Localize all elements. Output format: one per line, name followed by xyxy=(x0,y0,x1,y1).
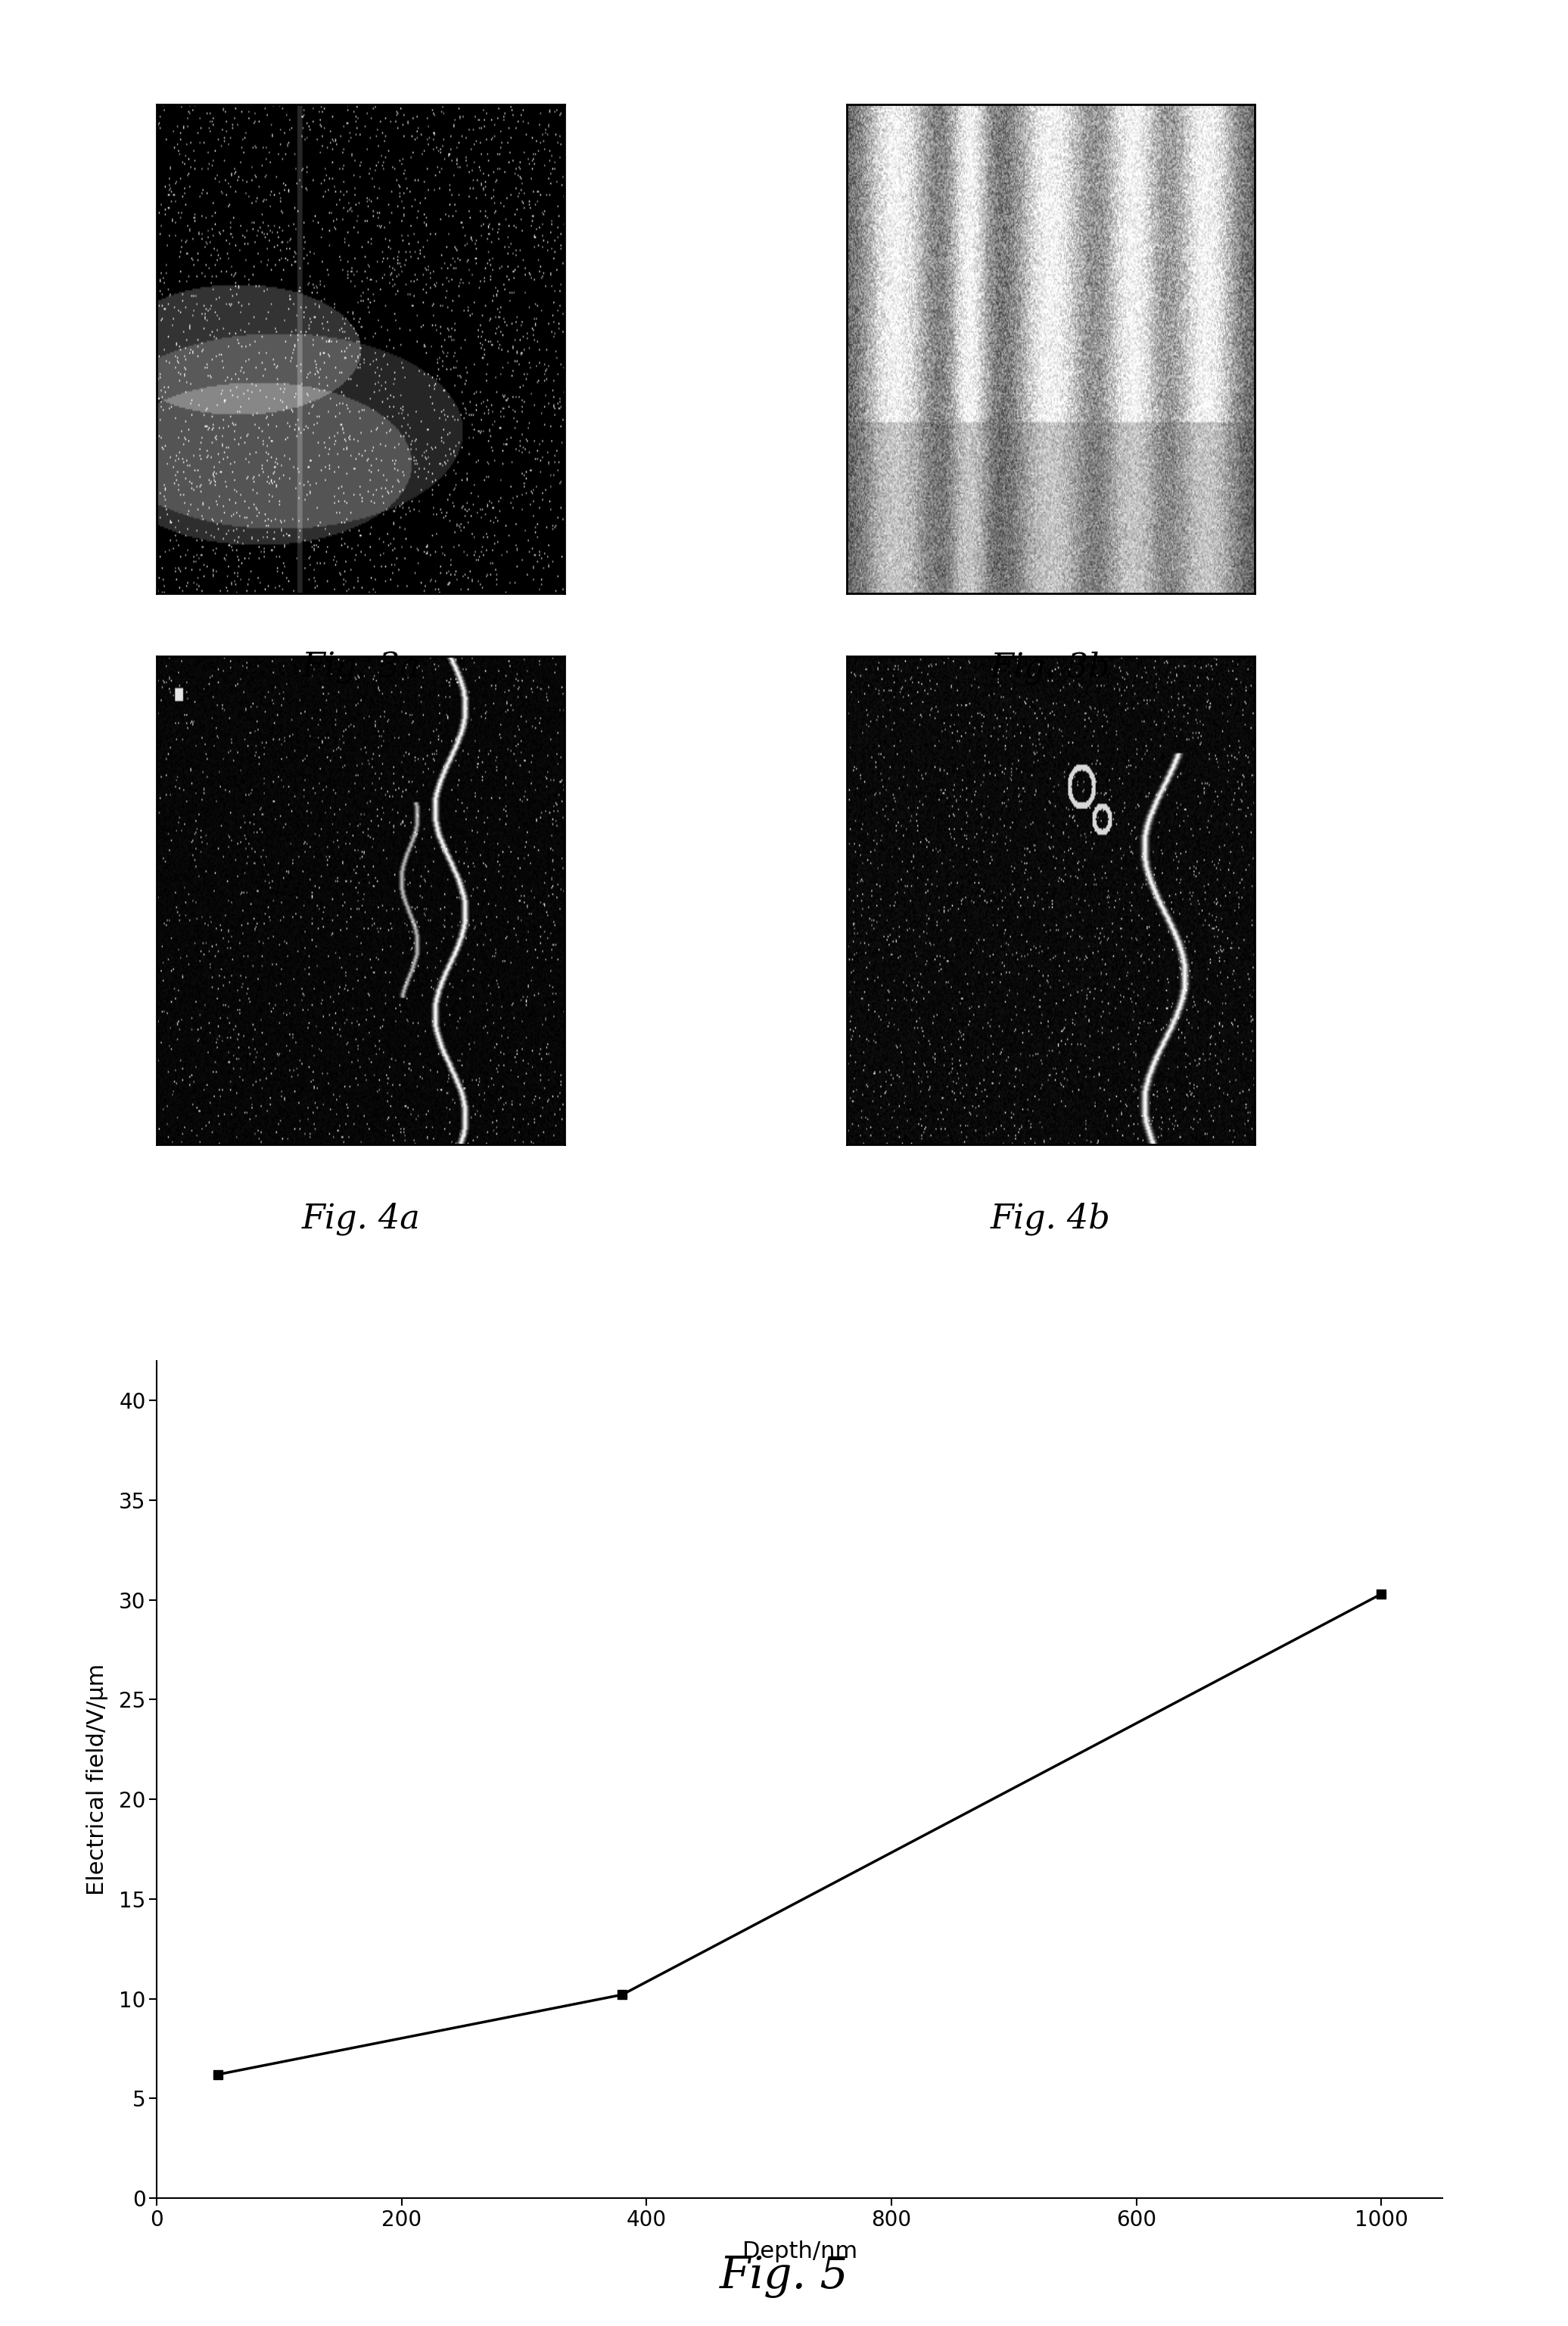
Text: Fig. 5: Fig. 5 xyxy=(720,2256,848,2298)
Text: Fig. 3b: Fig. 3b xyxy=(991,651,1110,684)
X-axis label: Depth/nm: Depth/nm xyxy=(742,2240,858,2263)
Y-axis label: Electrical field/V/μm: Electrical field/V/μm xyxy=(86,1663,108,1896)
Text: Fig. 4b: Fig. 4b xyxy=(991,1203,1110,1235)
Text: Fig. 3a: Fig. 3a xyxy=(301,651,420,684)
Text: Fig. 4a: Fig. 4a xyxy=(301,1203,420,1235)
